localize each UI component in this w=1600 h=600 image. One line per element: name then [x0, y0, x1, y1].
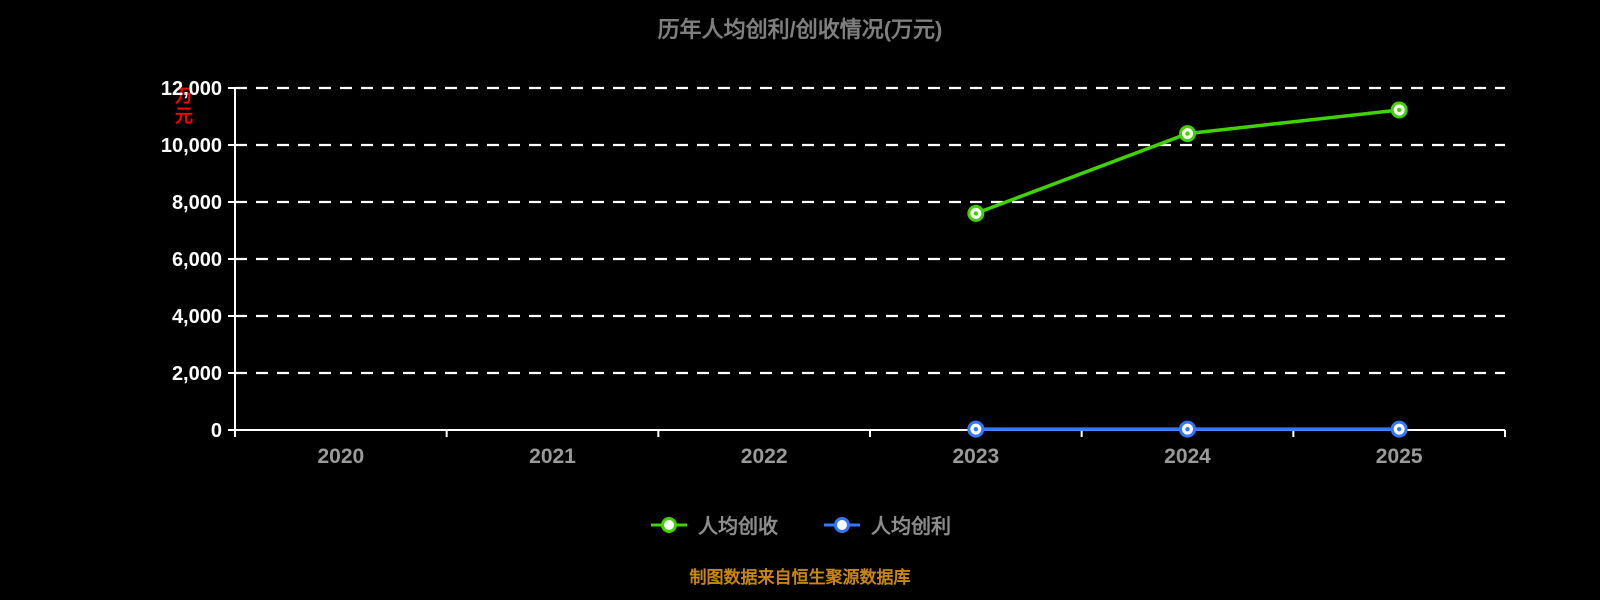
svg-text:6,000: 6,000	[172, 249, 222, 271]
svg-text:4,000: 4,000	[172, 306, 222, 328]
svg-text:2023: 2023	[952, 445, 999, 468]
data-source-note: 制图数据来自恒生聚源数据库	[689, 568, 911, 587]
svg-text:2025: 2025	[1376, 445, 1423, 468]
svg-text:8,000: 8,000	[172, 192, 222, 214]
chart-legend: 人均创收 人均创利	[0, 510, 1600, 539]
svg-text:12,000: 12,000	[161, 78, 222, 100]
legend-marker-profit-icon	[824, 516, 860, 533]
chart-title: 历年人均创利/创收情况(万元)	[657, 17, 943, 42]
legend-label-revenue: 人均创收	[698, 516, 778, 538]
svg-text:2020: 2020	[317, 445, 364, 468]
svg-text:2,000: 2,000	[172, 363, 222, 385]
svg-text:2022: 2022	[741, 445, 788, 468]
legend-item-profit: 人均创利	[822, 510, 951, 539]
svg-text:2021: 2021	[529, 445, 576, 468]
legend-marker-revenue-icon	[651, 516, 687, 533]
legend-label-profit: 人均创利	[871, 516, 951, 538]
y-axis-unit-label: 万元	[173, 86, 193, 126]
svg-text:0: 0	[211, 420, 222, 442]
svg-text:10,000: 10,000	[161, 135, 222, 157]
legend-item-revenue: 人均创收	[649, 510, 778, 539]
svg-text:2024: 2024	[1164, 445, 1211, 468]
